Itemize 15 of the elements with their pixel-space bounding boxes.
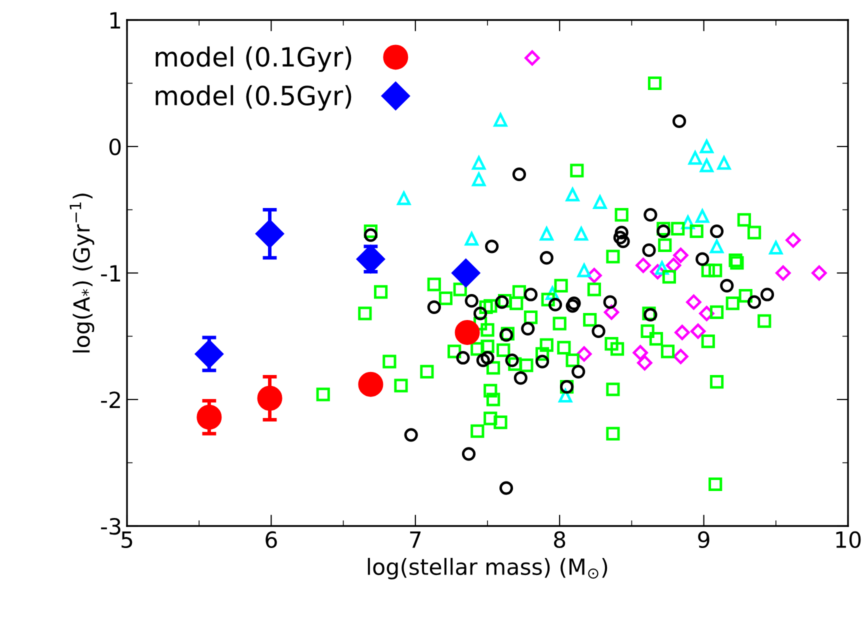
y-tick-label: -3 <box>101 518 120 535</box>
x-axis-title: log(stellar mass) (M$_{⊙}$) <box>368 558 608 580</box>
y-axis-title: log(A$_{*}$) (Gyr$^{−1}$) <box>70 194 94 352</box>
y-tick-label: 1 <box>110 12 120 28</box>
x-tick-label: 9 <box>698 531 710 548</box>
x-tick-label: 10 <box>836 531 861 548</box>
y-tick-label: 0 <box>109 138 121 156</box>
x-tick-label: 8 <box>554 531 566 548</box>
y-tick-label: -2 <box>101 391 120 408</box>
x-tick-label: 6 <box>266 531 277 548</box>
legend-label: model (0.5Gyr) <box>156 85 352 111</box>
y-tick-label: -1 <box>101 265 120 282</box>
x-tick-label: 5 <box>122 532 132 548</box>
legend-label: model (0.1Gyr) <box>156 46 352 72</box>
x-tick-label: 7 <box>410 532 421 548</box>
